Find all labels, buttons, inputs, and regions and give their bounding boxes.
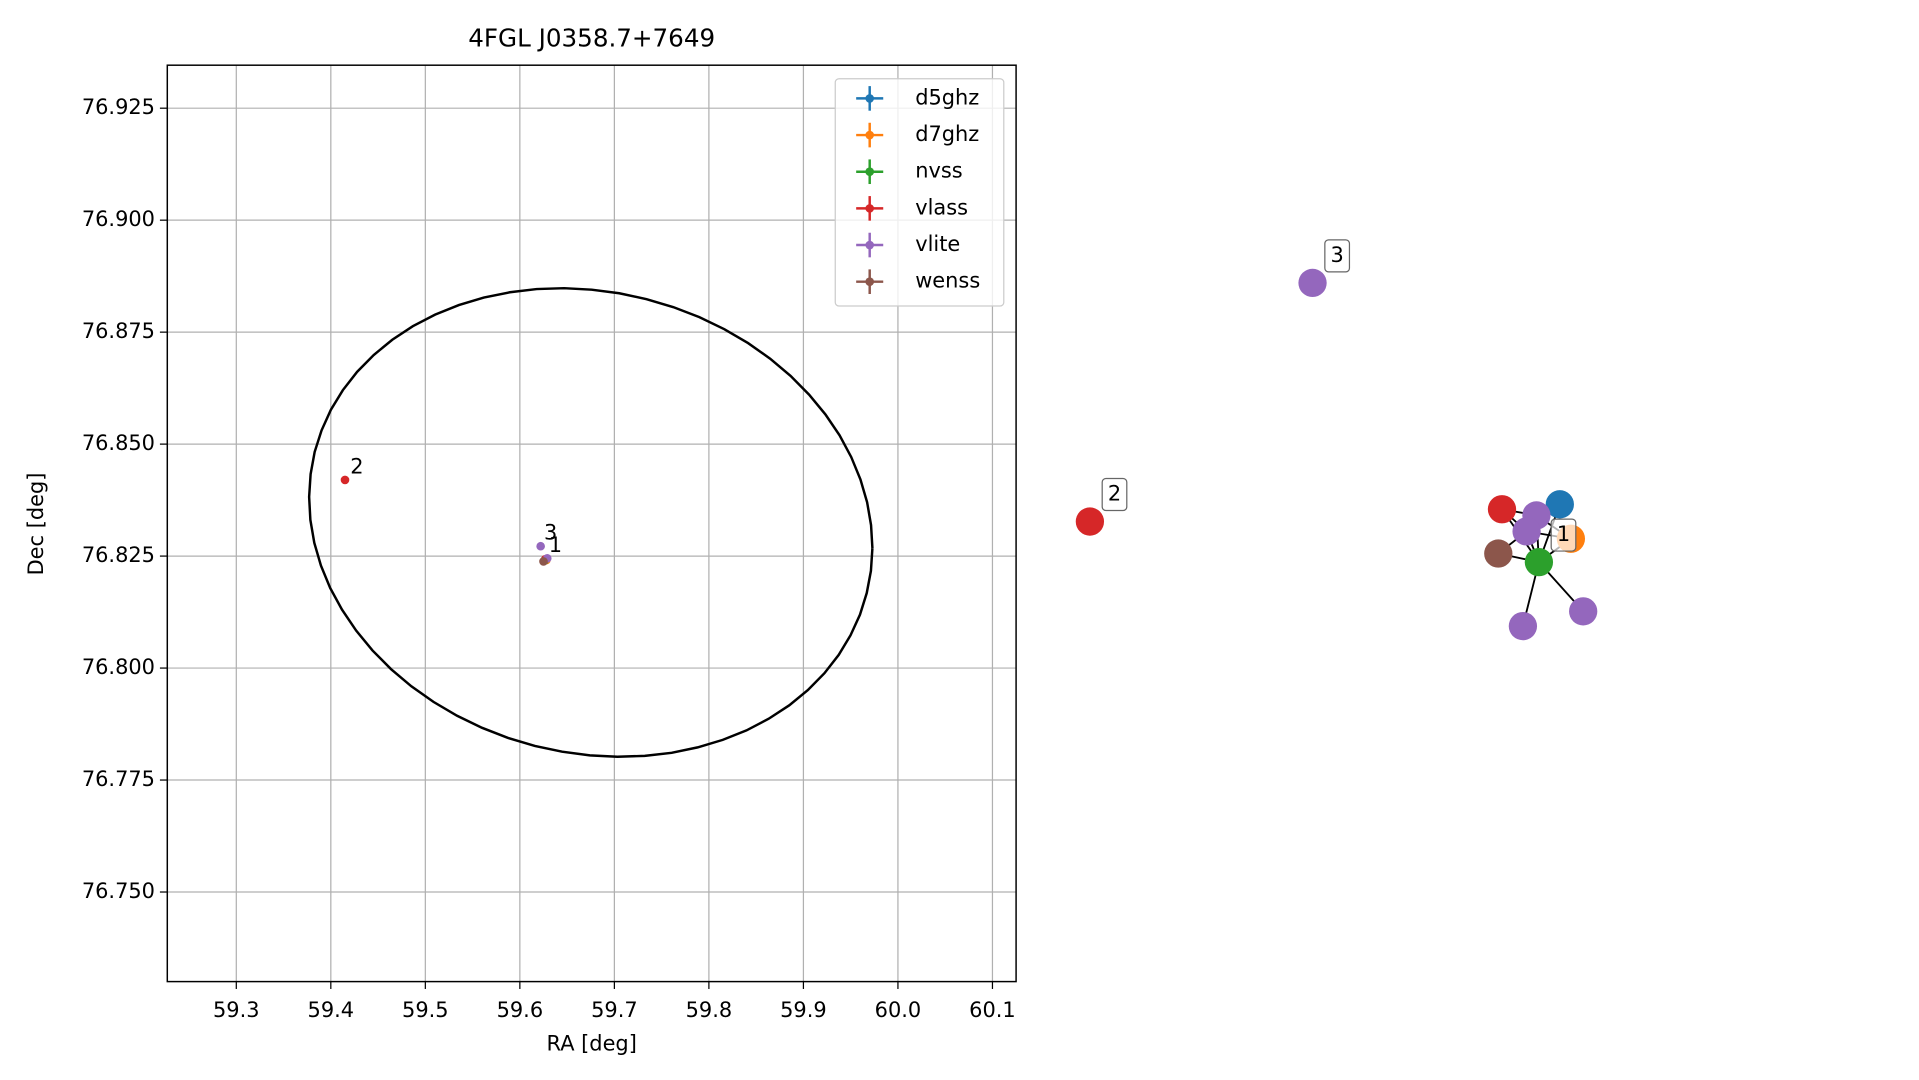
annotation: 2 bbox=[350, 454, 363, 478]
node-label: 2 bbox=[1108, 481, 1121, 505]
y-tick-label: 76.800 bbox=[82, 655, 155, 679]
x-tick-label: 59.4 bbox=[308, 998, 355, 1022]
y-tick-label: 76.875 bbox=[82, 319, 155, 343]
legend-label: wenss bbox=[915, 269, 980, 293]
legend-marker bbox=[865, 277, 875, 286]
graph-node bbox=[1508, 611, 1538, 641]
data-point bbox=[539, 557, 548, 566]
legend-label: d7ghz bbox=[915, 122, 979, 146]
error-ellipse bbox=[307, 286, 874, 758]
y-tick-label: 76.925 bbox=[82, 95, 155, 119]
graph-node bbox=[1545, 490, 1574, 519]
node-label: 1 bbox=[1557, 522, 1570, 546]
x-axis-label: RA [deg] bbox=[547, 1031, 637, 1055]
graph-node bbox=[1298, 268, 1327, 298]
node-label-box bbox=[1101, 477, 1128, 512]
graph-node bbox=[1487, 495, 1517, 524]
x-tick-label: 59.7 bbox=[591, 998, 638, 1022]
graph-node bbox=[1075, 507, 1105, 536]
chart-title: 4FGL J0358.7+7649 bbox=[468, 23, 715, 52]
y-tick-label: 76.825 bbox=[82, 543, 155, 567]
x-tick-label: 59.8 bbox=[686, 998, 733, 1022]
node-label: 3 bbox=[1330, 243, 1343, 267]
annotation: 1 bbox=[549, 533, 562, 557]
y-tick-label: 76.775 bbox=[82, 767, 155, 791]
graph-node bbox=[1569, 597, 1598, 626]
plot-frame bbox=[166, 64, 1017, 983]
legend-label: vlass bbox=[915, 195, 968, 219]
x-tick-label: 60.0 bbox=[875, 998, 922, 1022]
legend-marker bbox=[865, 167, 875, 177]
y-axis-label: Dec [deg] bbox=[24, 473, 48, 576]
legend-marker bbox=[865, 94, 875, 103]
y-tick-label: 76.750 bbox=[82, 879, 155, 903]
legend-marker bbox=[865, 130, 875, 140]
graph-node bbox=[1512, 517, 1541, 546]
graph-node bbox=[1484, 539, 1513, 568]
legend-label: vlite bbox=[915, 232, 960, 256]
x-tick-label: 59.9 bbox=[780, 998, 827, 1022]
x-tick-label: 59.6 bbox=[497, 998, 544, 1022]
legend-marker bbox=[865, 204, 875, 213]
data-point bbox=[340, 475, 350, 485]
x-tick-label: 60.1 bbox=[969, 998, 1016, 1022]
graph-node bbox=[1524, 547, 1554, 577]
x-tick-label: 59.3 bbox=[213, 998, 260, 1022]
legend-label: nvss bbox=[915, 159, 962, 183]
annotation: 3 bbox=[544, 520, 557, 544]
legend-label: d5ghz bbox=[915, 85, 979, 109]
node-label-box bbox=[1550, 518, 1577, 552]
y-tick-label: 76.900 bbox=[82, 207, 155, 231]
legend-marker bbox=[865, 240, 875, 250]
x-tick-label: 59.5 bbox=[402, 998, 449, 1022]
node-label-box bbox=[1324, 239, 1351, 273]
data-point bbox=[536, 541, 545, 551]
y-tick-label: 76.850 bbox=[82, 431, 155, 455]
